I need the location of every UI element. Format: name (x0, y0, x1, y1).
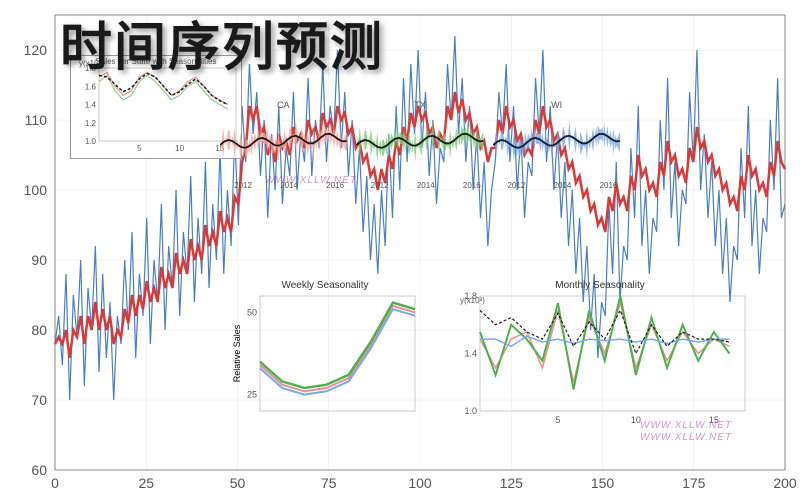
svg-text:y(x10³): y(x10³) (460, 296, 485, 305)
svg-text:2012: 2012 (234, 181, 252, 190)
svg-text:200: 200 (773, 475, 797, 491)
svg-text:80: 80 (31, 322, 47, 338)
svg-text:75: 75 (321, 475, 337, 491)
svg-text:2014: 2014 (554, 181, 572, 190)
svg-text:90: 90 (31, 252, 47, 268)
svg-text:1.2: 1.2 (85, 119, 97, 128)
svg-text:100: 100 (24, 182, 48, 198)
svg-text:60: 60 (31, 462, 47, 478)
svg-text:25: 25 (247, 390, 257, 400)
svg-text:1.6: 1.6 (85, 82, 97, 91)
svg-text:50: 50 (230, 475, 246, 491)
svg-text:1.4: 1.4 (464, 349, 477, 359)
svg-text:70: 70 (31, 392, 47, 408)
watermark: WWW.XLLW.NET (640, 420, 732, 431)
svg-text:2016: 2016 (463, 181, 481, 190)
svg-text:25: 25 (138, 475, 154, 491)
svg-text:2012: 2012 (507, 181, 525, 190)
svg-text:125: 125 (500, 475, 524, 491)
svg-text:5: 5 (137, 144, 142, 153)
monthly-title: Monthly Seasonality (450, 280, 750, 291)
svg-text:1.4: 1.4 (85, 101, 97, 110)
svg-text:50: 50 (247, 307, 257, 317)
svg-text:WI: WI (551, 100, 562, 110)
svg-text:1.0: 1.0 (464, 406, 477, 416)
svg-text:1.0: 1.0 (85, 137, 97, 146)
svg-text:2016: 2016 (600, 181, 618, 190)
svg-text:2012: 2012 (371, 181, 389, 190)
svg-text:100: 100 (408, 475, 432, 491)
svg-text:5: 5 (555, 415, 560, 425)
watermark: WWW.XLLW.NET (640, 432, 732, 443)
svg-text:120: 120 (24, 42, 48, 58)
svg-text:0: 0 (51, 475, 59, 491)
svg-text:CA: CA (277, 100, 290, 110)
svg-text:TX: TX (414, 100, 426, 110)
svg-text:10: 10 (175, 144, 184, 153)
watermark: WWW.XLLW.NET (265, 175, 357, 186)
svg-text:150: 150 (591, 475, 615, 491)
page-title: 时间序列预测 (60, 5, 384, 80)
svg-text:110: 110 (25, 112, 48, 128)
weekly-title: Weekly Seasonality (230, 280, 420, 291)
inset-weekly-seasonality: Weekly Seasonality 25 50 Relative Sales (230, 280, 420, 428)
inset-monthly-seasonality: Monthly Seasonality 1.01.41.851015y(x10³… (450, 280, 750, 428)
svg-text:175: 175 (682, 475, 706, 491)
svg-text:Relative Sales: Relative Sales (232, 324, 242, 382)
svg-text:2014: 2014 (417, 181, 435, 190)
